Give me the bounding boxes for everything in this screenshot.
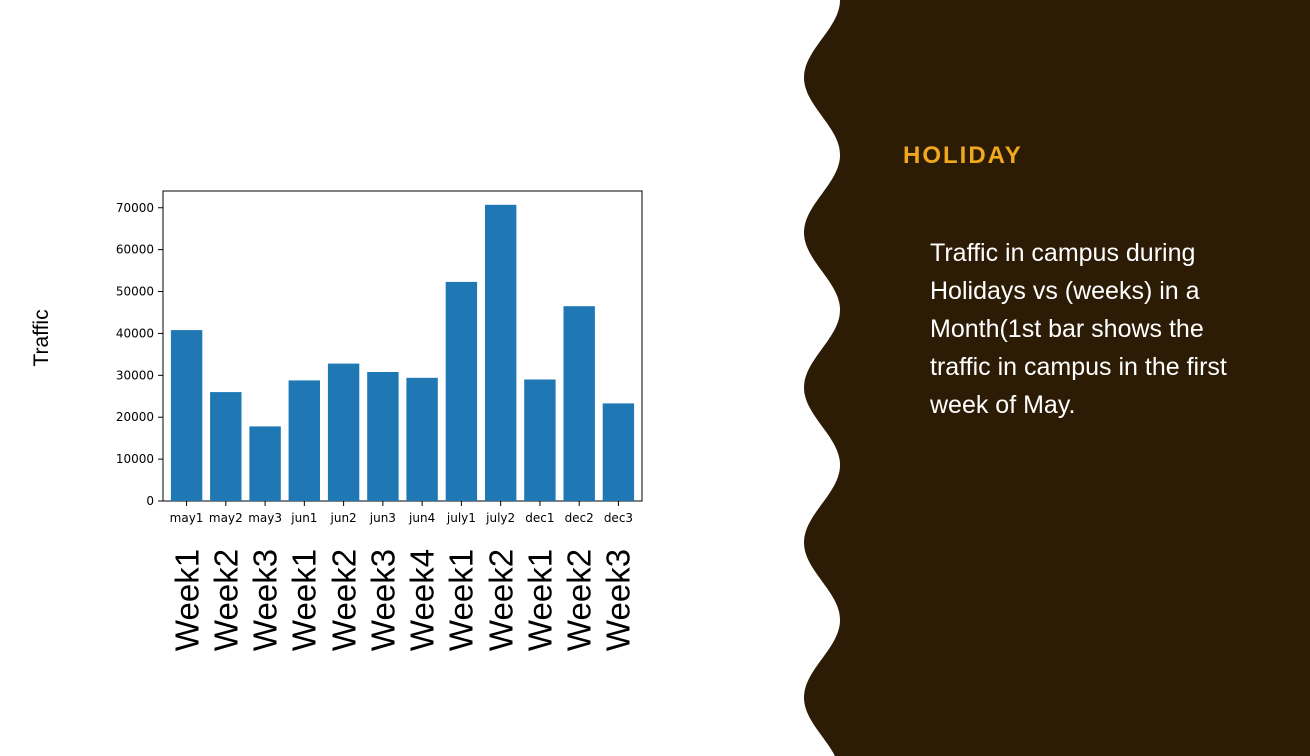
bar-dec3: [602, 403, 635, 501]
y-tick-label: 10000: [116, 452, 154, 466]
x-tick-label: dec1: [525, 511, 554, 525]
slide-heading: HOLIDAY: [903, 142, 1023, 169]
bar-may1: [170, 330, 203, 501]
x-tick-label: jun4: [408, 511, 435, 525]
x-tick-label: july1: [446, 511, 476, 525]
bar-jun3: [367, 372, 399, 501]
y-tick-label: 40000: [116, 326, 154, 340]
week-label: Week2: [325, 548, 363, 652]
x-tick-label: jun3: [369, 511, 396, 525]
bar-dec2: [563, 306, 595, 501]
plot-frame: [162, 190, 643, 502]
bar-dec1: [524, 379, 556, 501]
x-tick-label: jun2: [330, 511, 357, 525]
x-tick-label: jun1: [290, 511, 317, 525]
week-label: Week3: [599, 548, 637, 652]
week-label: Week1: [521, 548, 559, 652]
week-label: Week3: [246, 548, 284, 652]
bar-jun1: [288, 380, 320, 501]
week-label: Week4: [403, 548, 441, 652]
x-tick-label: may2: [209, 511, 243, 525]
week-label: Week2: [207, 548, 245, 652]
slide-body-text: Traffic in campus during Holidays vs (we…: [930, 239, 1227, 419]
y-tick-label: 20000: [116, 410, 154, 424]
x-tick-label: july2: [485, 511, 515, 525]
x-tick-label: dec2: [565, 511, 594, 525]
bar-may2: [210, 392, 242, 501]
week-label: Week2: [560, 548, 598, 652]
week-label: Week1: [442, 548, 480, 652]
bar-jun4: [406, 377, 438, 501]
x-tick-label: may1: [170, 511, 204, 525]
week-label: Week3: [364, 548, 402, 652]
week-label: Week2: [482, 548, 520, 652]
bar-july2: [485, 204, 517, 502]
bar-chart: 0 10000 20000 30000 40000 50000 60000 70000 may1…: [116, 190, 643, 525]
wavy-panel-shape: [804, 0, 1310, 756]
y-tick-label: 60000: [116, 243, 154, 257]
bar-july1: [445, 281, 478, 501]
week-label: Week1: [285, 548, 323, 652]
y-tick-label: 70000: [116, 201, 154, 215]
y-tick-label: 50000: [116, 285, 154, 299]
y-tick-label: 30000: [116, 368, 154, 382]
bar-may3: [249, 426, 281, 501]
y-tick-label: 0: [146, 494, 154, 508]
week-label: Week1: [168, 548, 206, 652]
x-tick-label: dec3: [604, 511, 633, 525]
x-tick-label: may3: [248, 511, 282, 525]
bar-jun2: [327, 363, 360, 501]
